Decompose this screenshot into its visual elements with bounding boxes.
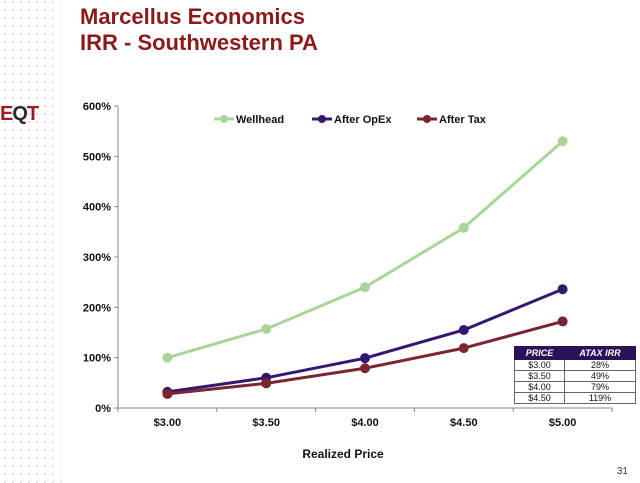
- table-cell-irr: 79%: [564, 381, 636, 393]
- data-point: [557, 316, 568, 327]
- data-point: [557, 136, 568, 147]
- data-point: [458, 324, 469, 335]
- y-tick-label: 100%: [83, 353, 111, 365]
- table-header-irr: ATAX IRR: [564, 346, 636, 360]
- dot-pattern-fade: [0, 0, 80, 483]
- y-tick-label: 0%: [95, 403, 111, 415]
- y-tick-label: 200%: [83, 302, 111, 314]
- table-row: $3.00 28%: [514, 359, 636, 371]
- page-title: Marcellus Economics IRR - Southwestern P…: [80, 4, 318, 56]
- table-header-price: PRICE: [514, 346, 565, 360]
- title-line-1: Marcellus Economics: [80, 4, 305, 29]
- y-tick-label: 300%: [83, 252, 111, 264]
- data-point: [360, 353, 370, 364]
- x-tick-label: $5.00: [549, 417, 577, 429]
- data-point: [261, 323, 272, 334]
- eqt-logo: EQT: [0, 103, 39, 125]
- data-point: [162, 352, 173, 363]
- x-tick-label: $4.50: [450, 417, 478, 429]
- legend-marker: [423, 115, 431, 123]
- legend-label: After Tax: [439, 114, 487, 126]
- page-number: 31: [616, 466, 628, 477]
- table-cell-irr: 119%: [564, 392, 636, 404]
- data-point: [162, 388, 173, 399]
- table-row: $4.50 119%: [514, 392, 636, 404]
- table-cell-price: $4.00: [514, 381, 565, 393]
- legend-entry: After OpEx: [312, 114, 392, 126]
- legend-marker: [220, 115, 228, 123]
- x-tick-label: $4.00: [351, 417, 379, 429]
- legend-marker: [318, 115, 326, 123]
- title-line-2: IRR - Southwestern PA: [80, 30, 318, 55]
- data-point: [360, 363, 370, 374]
- table-cell-price: $3.50: [514, 370, 565, 382]
- x-tick-label: $3.00: [154, 417, 182, 429]
- atax-irr-table: PRICE ATAX IRR $3.00 28% $3.50 49% $4.00…: [514, 346, 636, 404]
- y-tick-label: 600%: [83, 101, 111, 113]
- legend-label: After OpEx: [334, 114, 392, 126]
- data-point: [557, 284, 568, 295]
- table-cell-irr: 28%: [564, 359, 636, 371]
- x-axis-label: Realized Price: [302, 447, 384, 461]
- data-point: [458, 343, 469, 354]
- table-row: $3.50 49%: [514, 370, 636, 382]
- series-line: [166, 140, 564, 360]
- table-cell-price: $4.50: [514, 392, 565, 404]
- legend-entry: Wellhead: [214, 114, 284, 126]
- data-point: [360, 282, 370, 293]
- data-point: [261, 378, 272, 389]
- table-cell-price: $3.00: [514, 359, 565, 371]
- table-row: $4.00 79%: [514, 381, 636, 393]
- legend-entry: After Tax: [417, 114, 487, 126]
- y-tick-label: 500%: [83, 151, 111, 163]
- x-tick-label: $3.50: [252, 417, 280, 429]
- series-after-tax: [162, 316, 568, 399]
- table-header-row: PRICE ATAX IRR: [514, 346, 636, 360]
- legend-label: Wellhead: [236, 114, 284, 126]
- y-tick-label: 400%: [83, 202, 111, 214]
- table-cell-irr: 49%: [564, 370, 636, 382]
- series-wellhead: [162, 136, 568, 363]
- data-point: [458, 222, 469, 233]
